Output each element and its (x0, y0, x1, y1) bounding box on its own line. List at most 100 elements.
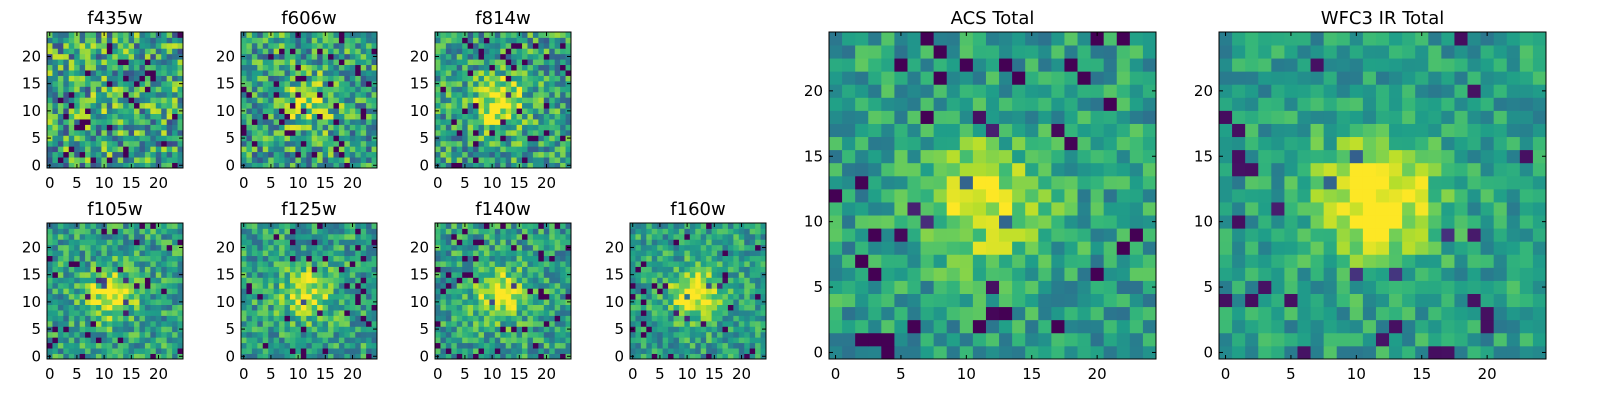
heatmap-cell (565, 315, 572, 322)
heatmap-cell (251, 293, 258, 300)
heatmap-cell (289, 151, 296, 158)
heatmap-cell (538, 97, 545, 104)
heatmap-cell (90, 75, 97, 82)
heatmap-cell (289, 348, 296, 354)
heatmap-cell (371, 151, 378, 158)
heatmap-cell (744, 223, 751, 229)
heatmap-cell (57, 304, 64, 311)
heatmap-cell (262, 266, 269, 273)
heatmap-cell (500, 80, 507, 87)
heatmap-cell (144, 288, 151, 295)
heatmap-cell (322, 228, 329, 235)
heatmap-cell (483, 288, 490, 295)
heatmap-cell (711, 315, 718, 322)
heatmap-cell (678, 353, 685, 360)
heatmap-cell (473, 59, 479, 66)
heatmap-cell (1103, 293, 1118, 308)
heatmap-cell (646, 277, 653, 284)
heatmap-cell (52, 75, 59, 82)
heatmap-cell (177, 64, 184, 71)
heatmap-cell (456, 250, 463, 257)
heatmap-cell (284, 151, 291, 158)
heatmap-cell (473, 266, 479, 273)
heatmap-cell (144, 271, 151, 278)
heatmap-cell (144, 151, 151, 158)
heatmap-cell (360, 239, 367, 246)
heatmap-cell (349, 42, 356, 49)
heatmap-cell (300, 97, 307, 104)
heatmap-cell (532, 140, 539, 147)
heatmap-cell (338, 157, 345, 163)
heatmap-cell (300, 320, 307, 327)
heatmap-cell (749, 239, 756, 246)
heatmap-cell (478, 288, 485, 295)
heatmap-cell (456, 75, 463, 82)
heatmap-cell (117, 64, 124, 71)
heatmap-cell (456, 261, 463, 267)
heatmap-cell (451, 119, 458, 125)
heatmap-cell (52, 70, 59, 76)
heatmap-cell (494, 119, 501, 125)
heatmap-cell (144, 266, 151, 273)
heatmap-cell (338, 310, 345, 316)
heatmap-cell (172, 266, 178, 273)
heatmap-cell (700, 239, 707, 246)
heatmap-cell (829, 188, 843, 203)
heatmap-cell (166, 271, 173, 278)
heatmap-cell (257, 151, 264, 158)
heatmap-cell (440, 70, 447, 76)
heatmap-cell (90, 348, 97, 354)
heatmap-cell (128, 86, 135, 93)
heatmap-cell (355, 37, 362, 44)
heatmap-cell (972, 345, 987, 360)
heatmap-cell (738, 304, 745, 311)
heatmap-cell (640, 282, 647, 289)
heatmap-cell (251, 348, 258, 354)
heatmap-cell (322, 337, 329, 344)
heatmap-cell (999, 228, 1013, 242)
heatmap-cell (57, 266, 64, 273)
heatmap-cell (467, 135, 474, 142)
heatmap-cell (733, 337, 740, 344)
heatmap-cell (511, 233, 517, 240)
heatmap-cell (101, 129, 108, 136)
heatmap-cell (635, 304, 642, 311)
heatmap-cell (123, 59, 129, 66)
heatmap-cell (543, 157, 550, 163)
x-tick-label: 5 (655, 365, 665, 383)
heatmap-cell (554, 146, 561, 153)
heatmap-cell (744, 255, 751, 262)
heatmap-cell (749, 310, 756, 316)
heatmap-cell (738, 255, 745, 262)
heatmap-cell (63, 102, 70, 109)
heatmap-cell (711, 326, 718, 333)
heatmap-cell (473, 97, 479, 104)
heatmap-cell (295, 70, 302, 76)
heatmap-cell (306, 293, 313, 300)
heatmap-cell (1025, 293, 1039, 308)
heatmap-cell (727, 239, 734, 246)
heatmap-cell (117, 129, 124, 136)
heatmap-cell (246, 140, 253, 147)
heatmap-cell (328, 261, 334, 267)
heatmap-cell (505, 271, 512, 278)
heatmap-cell (172, 315, 178, 322)
heatmap-cell (565, 59, 572, 66)
heatmap-cell (371, 64, 378, 71)
heatmap-cell (57, 42, 64, 49)
heatmap-cell (366, 304, 372, 311)
heatmap-cell (494, 32, 501, 38)
heatmap-cell (112, 70, 119, 76)
heatmap-cell (1051, 228, 1065, 242)
heatmap-cell (241, 64, 247, 71)
heatmap-cell (500, 250, 507, 257)
heatmap-cell (689, 255, 696, 262)
heatmap-cell (946, 254, 961, 268)
heatmap-cell (516, 53, 523, 60)
heatmap-cell (289, 299, 296, 305)
heatmap-cell (445, 37, 452, 44)
heatmap-cell (134, 255, 140, 262)
heatmap-cell (257, 124, 264, 131)
heatmap-cell (722, 310, 729, 316)
heatmap-cell (79, 348, 86, 354)
